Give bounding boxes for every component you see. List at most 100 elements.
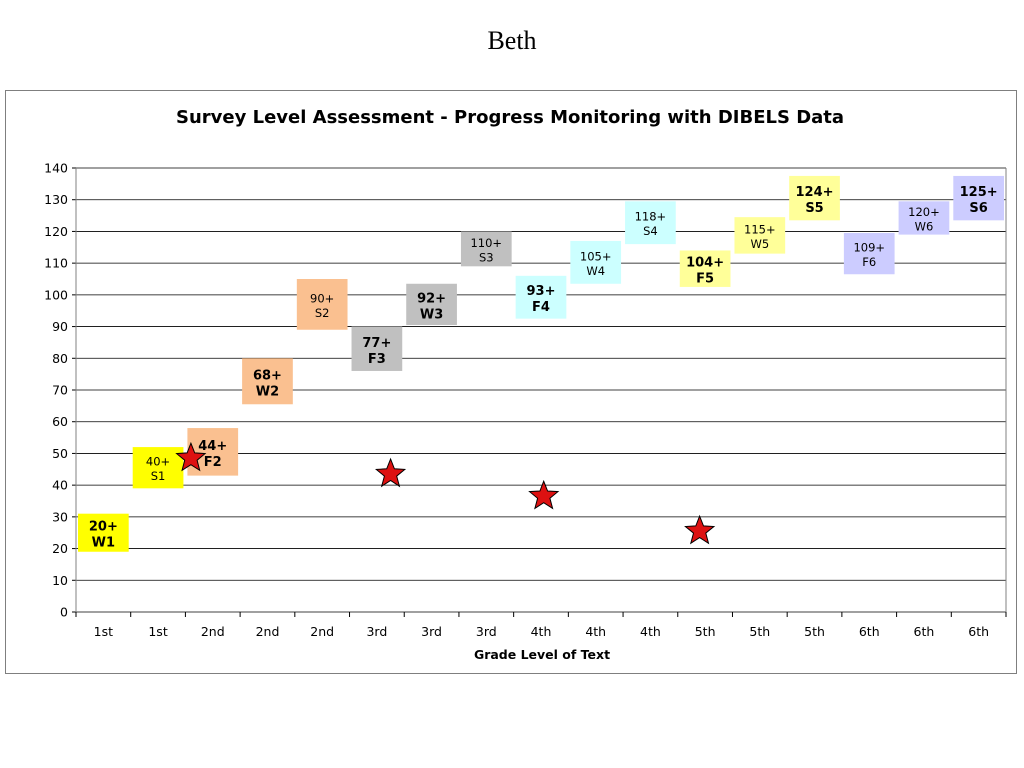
star-marker xyxy=(528,479,560,510)
benchmark-box: 44+F2 xyxy=(187,428,239,476)
benchmark-fill xyxy=(898,201,950,235)
x-tick-label: 2nd xyxy=(256,624,280,639)
x-tick-label: 6th xyxy=(968,624,989,639)
chart-title: Survey Level Assessment - Progress Monit… xyxy=(176,107,844,128)
x-tick-label: 3rd xyxy=(476,624,497,639)
benchmark-score: 44+ xyxy=(198,439,227,454)
benchmark-fill xyxy=(570,240,622,284)
benchmark-score: 115+ xyxy=(744,222,776,236)
x-tick-label: 2nd xyxy=(201,624,225,639)
benchmark-season: S4 xyxy=(643,224,658,238)
benchmark-score: 124+ xyxy=(796,185,834,200)
benchmark-season: W5 xyxy=(750,237,769,251)
y-tick-label: 60 xyxy=(52,414,68,429)
benchmark-fill xyxy=(843,233,895,275)
benchmark-season: F2 xyxy=(204,455,222,470)
benchmark-score: 104+ xyxy=(686,256,724,271)
benchmark-boxes: 20+W140+S144+F268+W290+S277+F392+W3110+S… xyxy=(78,175,1004,552)
benchmark-score: 40+ xyxy=(146,455,170,469)
benchmark-score: 92+ xyxy=(417,291,446,306)
benchmark-season: F4 xyxy=(532,300,550,315)
benchmark-box: 120+W6 xyxy=(898,201,950,235)
y-tick-label: 20 xyxy=(52,541,68,556)
benchmark-score: 20+ xyxy=(89,520,118,535)
benchmark-fill xyxy=(351,326,403,371)
benchmark-fill xyxy=(78,513,129,552)
benchmark-season: F5 xyxy=(696,272,714,287)
benchmark-season: F3 xyxy=(368,352,386,367)
x-tick-label: 5th xyxy=(695,624,716,639)
y-tick-label: 120 xyxy=(44,224,68,239)
benchmark-box: 124+S5 xyxy=(789,175,840,221)
y-tick-label: 30 xyxy=(52,509,68,524)
x-tick-label: 4th xyxy=(585,624,606,639)
benchmark-fill xyxy=(625,201,676,245)
y-axis: 0 10 20 30 40 50 60 70 80 90 100 110 120 130 140 xyxy=(44,161,77,620)
benchmark-season: S6 xyxy=(969,201,987,216)
y-tick-label: 70 xyxy=(52,383,68,398)
chart-svg: Survey Level Assessment - Progress Monit… xyxy=(44,107,1007,662)
benchmark-season: S2 xyxy=(315,306,330,320)
y-tick-label: 10 xyxy=(52,573,68,588)
benchmark-season: W1 xyxy=(92,536,115,551)
benchmark-box: 90+S2 xyxy=(296,279,348,330)
x-tick-label: 6th xyxy=(914,624,935,639)
benchmark-box: 20+W1 xyxy=(78,513,129,552)
x-tick-label: 4th xyxy=(531,624,552,639)
benchmark-fill xyxy=(734,217,786,254)
benchmark-box: 105+W4 xyxy=(570,240,622,284)
y-tick-label: 50 xyxy=(52,446,68,461)
benchmark-season: F6 xyxy=(862,255,876,269)
benchmark-score: 105+ xyxy=(580,249,612,263)
benchmark-fill xyxy=(679,250,731,287)
x-tick-label: 2nd xyxy=(310,624,334,639)
benchmark-season: W3 xyxy=(420,307,443,322)
benchmark-season: S1 xyxy=(151,469,166,483)
benchmark-box: 77+F3 xyxy=(351,326,403,371)
benchmark-fill xyxy=(132,447,184,489)
x-tick-label: 4th xyxy=(640,624,661,639)
benchmark-score: 125+ xyxy=(960,185,998,200)
benchmark-score: 68+ xyxy=(253,368,282,383)
benchmark-fill xyxy=(242,358,293,405)
benchmark-score: 90+ xyxy=(310,291,334,305)
benchmark-score: 120+ xyxy=(908,205,940,219)
x-tick-label: 1st xyxy=(94,624,113,639)
benchmark-season: S3 xyxy=(479,250,494,264)
y-tick-label: 100 xyxy=(44,287,68,302)
benchmark-fill xyxy=(460,231,512,267)
benchmark-fill xyxy=(296,279,348,330)
chart-area: Survey Level Assessment - Progress Monit… xyxy=(5,90,1017,674)
y-tick-label: 110 xyxy=(44,256,68,271)
y-tick-label: 130 xyxy=(44,192,68,207)
benchmark-box: 118+S4 xyxy=(625,201,676,245)
x-tick-label: 6th xyxy=(859,624,880,639)
star-marker xyxy=(175,441,207,472)
x-tick-label: 5th xyxy=(749,624,770,639)
x-tick-label: 1st xyxy=(148,624,167,639)
star-markers xyxy=(175,441,716,545)
benchmark-season: W6 xyxy=(915,219,934,233)
benchmark-box: 93+F4 xyxy=(515,275,567,319)
x-tick-label: 5th xyxy=(804,624,825,639)
benchmark-score: 109+ xyxy=(853,241,885,255)
star-marker xyxy=(684,514,716,545)
benchmark-box: 110+S3 xyxy=(460,231,512,267)
x-axis-title: Grade Level of Text xyxy=(474,647,610,662)
benchmark-score: 118+ xyxy=(635,210,667,224)
y-tick-label: 90 xyxy=(52,319,68,334)
benchmark-fill xyxy=(953,175,1004,221)
y-tick-label: 80 xyxy=(52,351,68,366)
y-tick-label: 140 xyxy=(44,161,68,176)
benchmark-season: W2 xyxy=(256,384,279,399)
x-axis: 1st 1st 2nd 2nd 2nd 3rd 3rd 3rd 4th 4th 4th 5th 5th 5… xyxy=(75,612,1007,639)
benchmark-season: W4 xyxy=(586,264,605,278)
benchmark-season: S5 xyxy=(805,201,823,216)
x-tick-label: 3rd xyxy=(366,624,387,639)
y-tick-label: 0 xyxy=(60,605,68,620)
y-tick-label: 40 xyxy=(52,478,68,493)
benchmark-box: 104+F5 xyxy=(679,250,731,287)
benchmark-score: 110+ xyxy=(470,236,502,250)
page-title: Beth xyxy=(487,26,537,55)
benchmark-score: 77+ xyxy=(362,336,391,351)
